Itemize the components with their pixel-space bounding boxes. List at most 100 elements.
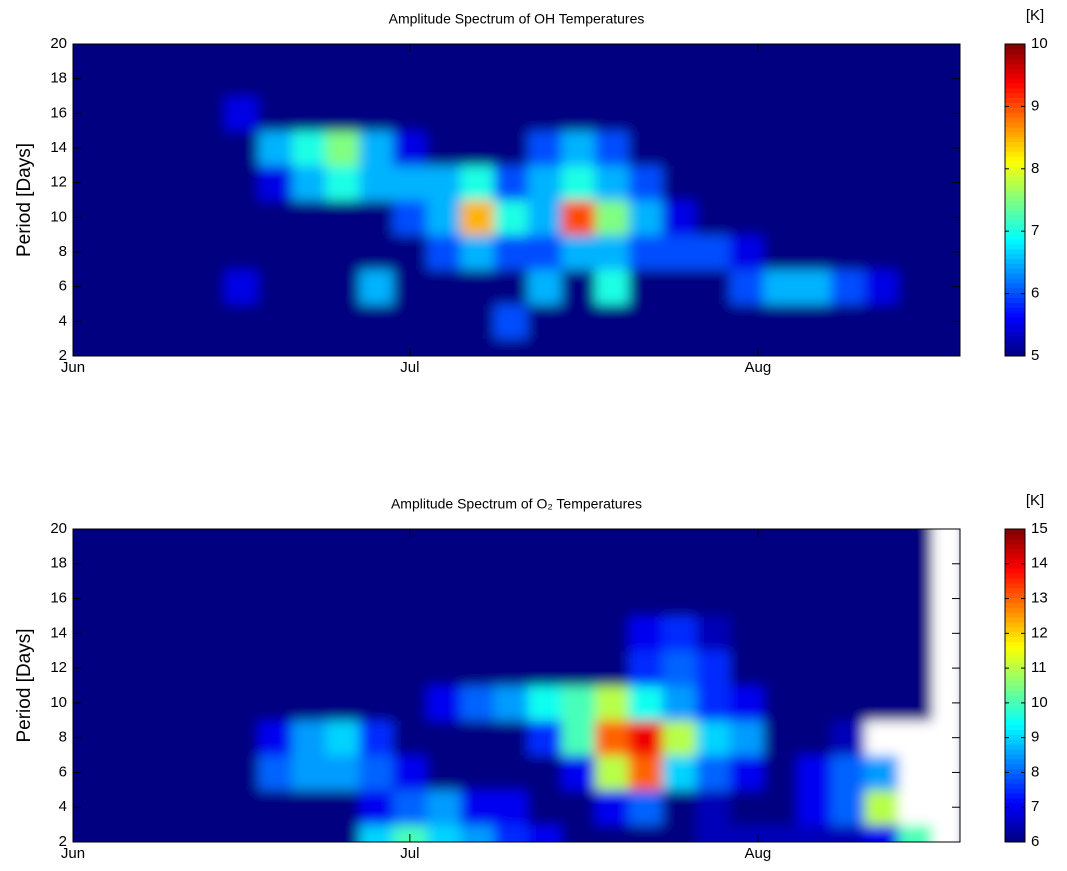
colorbar-swatch [1005, 234, 1025, 239]
contour-cell [528, 131, 562, 166]
colorbar-swatch [1005, 78, 1025, 83]
contour-cell [393, 546, 427, 581]
contour-cell [561, 61, 595, 96]
contour-cell [292, 755, 326, 790]
contour-cell [662, 200, 696, 235]
contour-cell [831, 304, 865, 339]
colorbar-swatch [1005, 103, 1025, 108]
colorbar-swatch [1005, 617, 1025, 622]
contour-cell [831, 616, 865, 651]
contour-cell [595, 651, 629, 686]
contour-cell [90, 269, 124, 304]
contour-cell [157, 304, 191, 339]
colorbar-swatch [1005, 132, 1025, 137]
contour-cell [595, 755, 629, 790]
contour-cell [662, 61, 696, 96]
colorbar-swatch [1005, 593, 1025, 598]
colorbar-swatch [1005, 666, 1025, 671]
chart-title: Amplitude Spectrum of O₂ Temperatures [391, 496, 642, 512]
contour-cell [595, 131, 629, 166]
contour-cell [561, 581, 595, 616]
colorbar-swatch [1005, 578, 1025, 583]
contour-cell [494, 546, 528, 581]
contour-cell [460, 200, 494, 235]
contour-cell [460, 651, 494, 686]
contour-cell [528, 61, 562, 96]
contour-cell [730, 61, 764, 96]
y-tick-label: 12 [50, 659, 67, 676]
colorbar-tick-label: 6 [1031, 833, 1039, 850]
contour-cell [662, 686, 696, 721]
contour-cell [662, 131, 696, 166]
colorbar-swatch [1005, 98, 1025, 103]
contour-cell [393, 581, 427, 616]
y-axis-label: Period [Days] [14, 628, 35, 742]
contour-cell [730, 581, 764, 616]
contour-cell [764, 131, 798, 166]
colorbar-swatch [1005, 44, 1025, 49]
contour-cell [898, 581, 932, 616]
contour-cell [595, 96, 629, 131]
y-tick-label: 16 [50, 104, 67, 121]
colorbar-swatch [1005, 813, 1025, 818]
colorbar-swatch [1005, 93, 1025, 98]
contour-cell [90, 720, 124, 755]
contour-cell [730, 200, 764, 235]
contour-cell [90, 546, 124, 581]
contour-cell [494, 131, 528, 166]
colorbar-swatch [1005, 205, 1025, 210]
contour-cell [326, 235, 360, 270]
contour-cell [359, 686, 393, 721]
contour-cell [730, 755, 764, 790]
contour-cell [528, 96, 562, 131]
contour-cell [326, 200, 360, 235]
contour-cell [528, 616, 562, 651]
contour-cell [831, 755, 865, 790]
contour-cell [561, 546, 595, 581]
y-tick-label: 20 [50, 35, 67, 52]
colorbar [1005, 44, 1025, 357]
colorbar-swatch [1005, 602, 1025, 607]
colorbar-swatch [1005, 534, 1025, 539]
contour-cell [797, 686, 831, 721]
colorbar-swatch [1005, 710, 1025, 715]
contour-cell [460, 790, 494, 825]
missing-cell [932, 720, 966, 755]
contour-cell [561, 651, 595, 686]
colorbar-swatch [1005, 259, 1025, 264]
contour-cell [696, 651, 730, 686]
contour-cell [359, 165, 393, 200]
contour-cell [629, 686, 663, 721]
contour-cell [629, 96, 663, 131]
colorbar-swatch [1005, 695, 1025, 700]
missing-cell [932, 616, 966, 651]
contour-cell [326, 131, 360, 166]
contour-cell [191, 165, 225, 200]
colorbar-swatch [1005, 641, 1025, 646]
colorbar-swatch [1005, 568, 1025, 573]
contour-cell [797, 546, 831, 581]
contour-cell [460, 96, 494, 131]
x-tick-label: Jun [61, 359, 85, 376]
colorbar-swatch [1005, 690, 1025, 695]
contour-cell [831, 165, 865, 200]
contour-cell [662, 235, 696, 270]
contour-cell [460, 235, 494, 270]
contour-cell [427, 651, 461, 686]
colorbar-swatch [1005, 327, 1025, 332]
contour-cell [797, 720, 831, 755]
contour-cell [359, 235, 393, 270]
contour-cell [393, 304, 427, 339]
contour-cell [629, 651, 663, 686]
contour-cell [124, 200, 158, 235]
contour-cell [157, 755, 191, 790]
contour-cell [191, 686, 225, 721]
contour-cell [427, 755, 461, 790]
contour-cell [865, 755, 899, 790]
contour-cell [797, 131, 831, 166]
contour-cell [292, 200, 326, 235]
contour-cell [595, 686, 629, 721]
contour-cell [629, 165, 663, 200]
contour-cell [898, 269, 932, 304]
colorbar-swatch [1005, 573, 1025, 578]
